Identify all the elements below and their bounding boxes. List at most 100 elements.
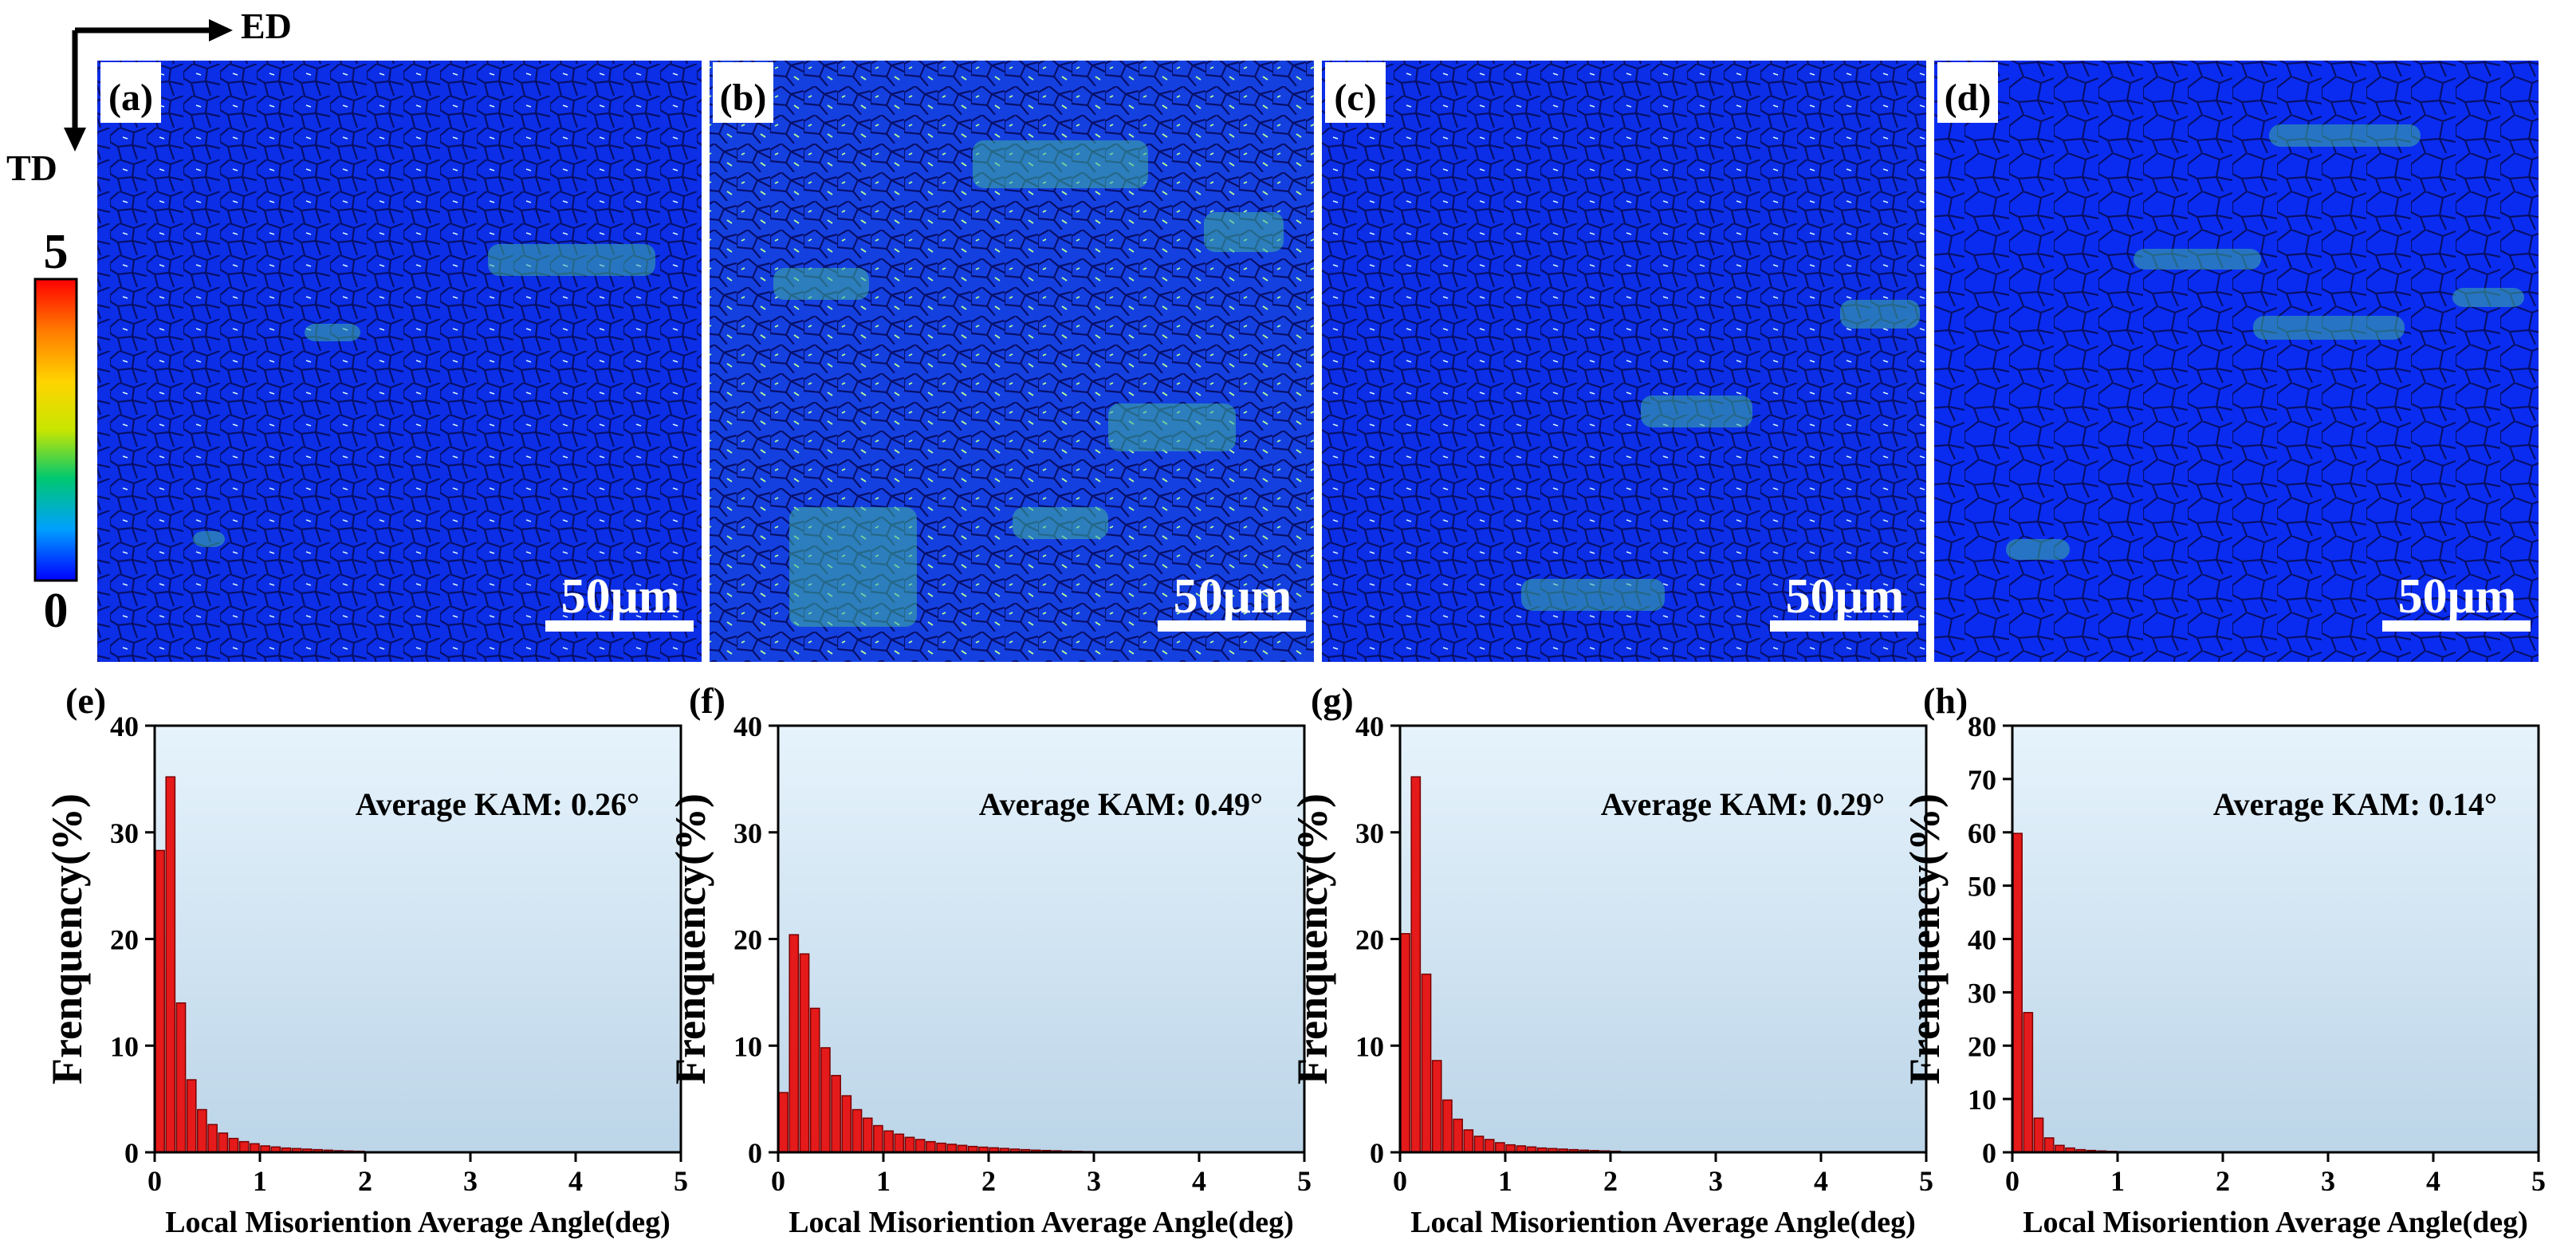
scale-bar-label: 50μm <box>2398 569 2517 624</box>
high-kam-region <box>1521 579 1665 611</box>
histogram-bar <box>799 953 810 1153</box>
histogram-bar <box>155 849 165 1153</box>
x-axis-label: Local Misoriention Average Angle(deg) <box>789 1206 1294 1239</box>
y-tick-label: 40 <box>1968 924 1996 956</box>
scale-bar <box>2382 620 2531 632</box>
histogram-bar <box>1410 776 1422 1153</box>
x-tick-label: 3 <box>1087 1165 1101 1197</box>
y-tick-label: 40 <box>1355 711 1384 742</box>
high-kam-region <box>1204 212 1284 252</box>
y-tick-label: 30 <box>733 817 762 849</box>
y-tick-label: 10 <box>1355 1030 1384 1062</box>
panel-label-box <box>1937 62 1998 123</box>
scale-bar-label: 50μm <box>561 569 680 624</box>
high-kam-region <box>2134 249 2261 270</box>
y-tick-label: 30 <box>1355 817 1384 849</box>
histogram-bar <box>228 1137 239 1153</box>
panel-label-box <box>1325 62 1386 123</box>
x-tick-label: 2 <box>2216 1165 2230 1197</box>
x-axis-label: Local Misoriention Average Angle(deg) <box>165 1206 671 1239</box>
histogram-bar <box>1495 1142 1505 1153</box>
kam-maps: (a) 50μm (b) 50μm (c) 50μm (d) 50μm <box>97 61 2539 662</box>
x-tick-label: 1 <box>253 1165 267 1197</box>
histogram-bar <box>1431 1060 1442 1153</box>
high-kam-region <box>973 140 1148 188</box>
x-tick-label: 3 <box>1709 1165 1723 1197</box>
x-tick-label: 2 <box>1603 1165 1618 1197</box>
x-tick-label: 4 <box>1814 1165 1828 1197</box>
td-label: TD <box>6 148 57 188</box>
plot-area <box>2012 726 2539 1152</box>
histogram-bar <box>175 1002 187 1153</box>
grain-map <box>1322 61 1926 662</box>
histogram-bar <box>1421 973 1432 1153</box>
histogram-bar <box>778 1092 789 1153</box>
high-kam-region <box>2452 288 2524 307</box>
direction-indicator: ED TD <box>6 6 292 188</box>
x-axis-label: Local Misoriention Average Angle(deg) <box>1410 1206 1916 1239</box>
y-axis-label: Frenquency(%) <box>43 793 91 1085</box>
y-tick-label: 40 <box>110 711 139 742</box>
panel-label-box <box>100 62 161 123</box>
histogram-bar <box>851 1108 863 1153</box>
y-tick-label: 30 <box>1968 977 1996 1009</box>
ed-label: ED <box>241 6 292 46</box>
histogram-bar <box>809 1007 820 1153</box>
y-tick-label: 0 <box>1982 1137 1996 1169</box>
high-kam-region <box>1840 300 1920 329</box>
high-kam-region <box>193 531 225 547</box>
panel-label: (f) <box>689 680 726 721</box>
x-tick-label: 1 <box>2110 1165 2125 1197</box>
scale-bar <box>1770 620 1918 632</box>
histogram-bar <box>165 776 176 1153</box>
histogram-bar <box>1473 1136 1485 1153</box>
high-kam-region <box>2253 316 2405 340</box>
panel-label: (d) <box>1945 77 1992 119</box>
x-tick-label: 4 <box>1192 1165 1206 1197</box>
x-tick-label: 5 <box>1919 1165 1933 1197</box>
histogram-bar <box>831 1074 841 1153</box>
average-kam-annotation: Average KAM: 0.49° <box>979 786 1263 822</box>
histogram-bar <box>946 1144 958 1153</box>
histogram-bar <box>904 1136 915 1153</box>
histogram-bar <box>862 1117 873 1153</box>
y-tick-label: 0 <box>1370 1137 1384 1169</box>
histogram-bar <box>936 1142 946 1153</box>
x-tick-label: 4 <box>568 1165 583 1197</box>
histogram-bar <box>186 1079 197 1153</box>
y-axis-label: Frenquency(%) <box>667 793 714 1085</box>
x-tick-label: 0 <box>2005 1165 2020 1197</box>
histogram-f: 0 1 2 3 4 5 0 10 20 30 40(f) Average KAM: 0.49° Loca… <box>667 680 1312 1239</box>
high-kam-region <box>773 268 869 300</box>
histogram-bar <box>250 1143 260 1153</box>
y-tick-label: 40 <box>733 711 762 742</box>
x-tick-label: 5 <box>674 1165 688 1197</box>
y-tick-label: 20 <box>733 924 762 956</box>
histogram-bar <box>883 1130 894 1153</box>
x-tick-label: 1 <box>1498 1165 1512 1197</box>
y-tick-label: 60 <box>1968 817 1996 849</box>
panel-label: (a) <box>108 77 153 119</box>
histogram-bar <box>238 1140 250 1153</box>
y-tick-label: 50 <box>1968 871 1996 903</box>
x-tick-label: 5 <box>2531 1165 2546 1197</box>
histogram-bar <box>218 1132 229 1153</box>
x-tick-label: 4 <box>2426 1165 2440 1197</box>
y-tick-label: 0 <box>124 1137 139 1169</box>
scale-bar-label: 50μm <box>1174 569 1292 624</box>
plot-area <box>778 726 1304 1152</box>
scale-bar <box>545 620 694 632</box>
y-tick-label: 70 <box>1968 764 1996 796</box>
x-tick-label: 0 <box>771 1165 785 1197</box>
colorbar-max-label: 5 <box>44 225 69 279</box>
panel-label-box <box>713 62 773 123</box>
histogram-bar <box>1484 1139 1495 1153</box>
kam-map-b: (b) 50μm <box>710 61 1314 662</box>
histogram-e: 0 1 2 3 4 5 0 10 20 30 40(e) Average KAM: 0.26° Loca… <box>43 680 688 1239</box>
histogram-bar <box>1442 1099 1453 1153</box>
x-tick-label: 2 <box>358 1165 372 1197</box>
grain-map <box>97 61 702 662</box>
histogram-bar <box>207 1124 218 1153</box>
histogram-bar <box>926 1140 936 1153</box>
